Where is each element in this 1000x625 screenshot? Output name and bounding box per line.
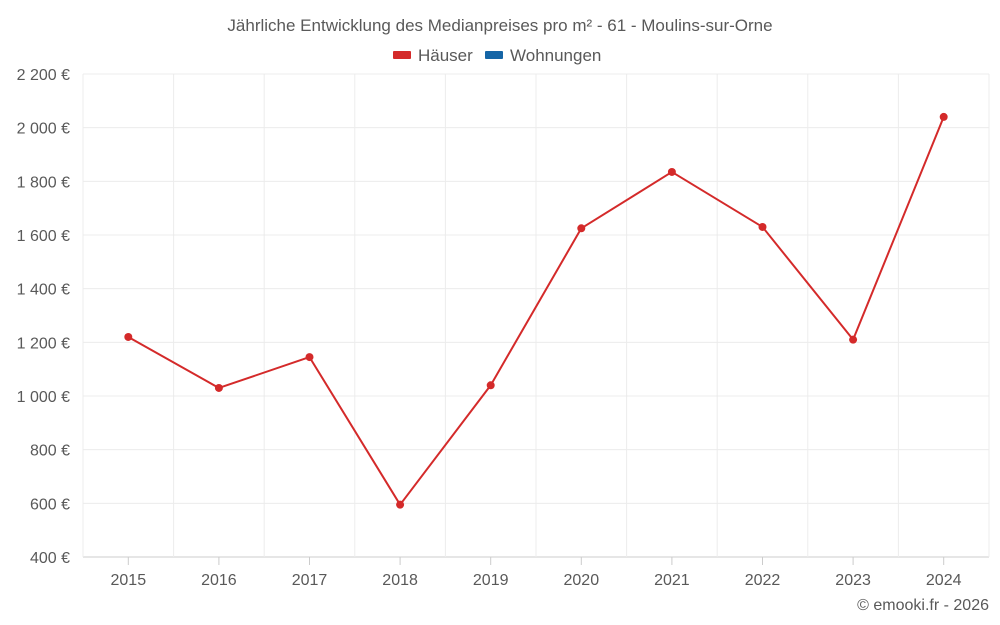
legend-item-houses[interactable]: Häuser [393, 46, 473, 65]
legend-swatch-houses [393, 51, 411, 59]
y-tick-label: 1 400 € [17, 282, 70, 299]
y-tick-label: 2 000 € [17, 121, 70, 138]
y-tick-label: 400 € [30, 550, 70, 567]
legend-label-apartments: Wohnungen [510, 46, 601, 65]
x-tick-label: 2017 [292, 572, 328, 589]
x-tick-label: 2018 [382, 572, 418, 589]
data-point-2018[interactable] [396, 500, 405, 509]
data-point-2019[interactable] [486, 381, 495, 390]
y-tick-label: 2 200 € [17, 67, 70, 84]
data-point-2017[interactable] [305, 353, 314, 362]
legend: Häuser Wohnungen [393, 46, 601, 65]
y-tick-label: 1 200 € [17, 335, 70, 352]
x-tick-label: 2023 [835, 572, 871, 589]
x-tick-label: 2015 [111, 572, 147, 589]
chart-title: Jährliche Entwicklung des Medianpreises … [227, 16, 772, 35]
data-point-2022[interactable] [758, 222, 767, 231]
series-layer [124, 112, 948, 509]
legend-swatch-apartments [485, 51, 503, 59]
data-point-2020[interactable] [577, 224, 586, 233]
data-point-2023[interactable] [849, 335, 858, 344]
x-tick-label: 2019 [473, 572, 509, 589]
x-tick-label: 2022 [745, 572, 781, 589]
data-point-2015[interactable] [124, 332, 133, 341]
x-tick-label: 2024 [926, 572, 962, 589]
series-line-houses [127, 116, 945, 506]
y-tick-label: 600 € [30, 496, 70, 513]
credit-text: © emooki.fr - 2026 [857, 597, 989, 614]
legend-label-houses: Häuser [418, 46, 473, 65]
grid [82, 73, 990, 558]
data-point-2024[interactable] [939, 112, 948, 121]
data-point-2016[interactable] [214, 383, 223, 392]
y-tick-label: 1 800 € [17, 174, 70, 191]
y-tick-label: 800 € [30, 443, 70, 460]
x-tick-label: 2020 [564, 572, 600, 589]
y-tick-label: 1 600 € [17, 228, 70, 245]
y-tick-label: 1 000 € [17, 389, 70, 406]
legend-item-apartments[interactable]: Wohnungen [485, 46, 601, 65]
axes: 400 € 600 € 800 € 1 000 € 1 200 € 1 400 € 1 60… [17, 67, 962, 589]
x-tick-label: 2016 [201, 572, 237, 589]
x-tick-label: 2021 [654, 572, 690, 589]
data-point-2021[interactable] [667, 167, 676, 176]
